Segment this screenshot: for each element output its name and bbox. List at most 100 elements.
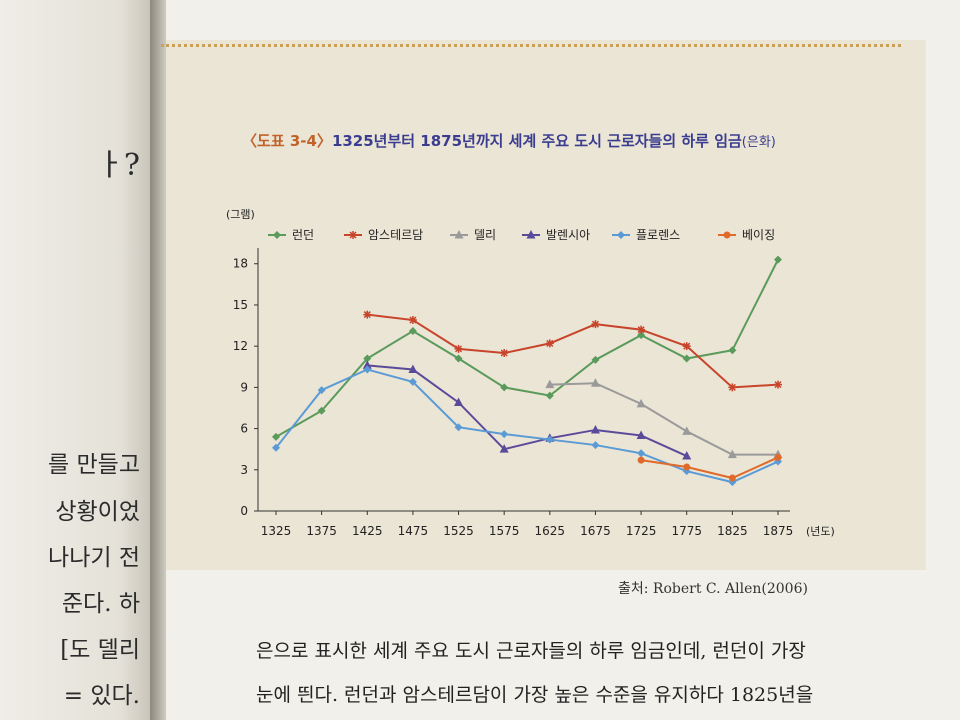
body-paragraph-line: 은으로 표시한 세계 주요 도시 근로자들의 하루 임금인데, 런던이 가장 [256, 640, 806, 662]
left-text-fragment: 상황이었 [55, 499, 140, 525]
data-point [545, 379, 555, 389]
data-point [454, 397, 464, 406]
data-point [637, 456, 645, 464]
legend-label: 암스테르담 [368, 228, 423, 242]
data-point [272, 432, 280, 441]
x-tick-label: 1875 [763, 524, 794, 538]
data-point [500, 349, 509, 358]
data-point [637, 331, 646, 340]
series-line [275, 368, 779, 484]
data-point [682, 426, 692, 435]
data-point [349, 231, 357, 239]
y-tick-label: 18 [233, 257, 248, 271]
data-point [728, 346, 737, 355]
data-point [526, 230, 536, 239]
x-tick-label: 1475 [398, 524, 429, 538]
left-text-fragment: [도 델리 [60, 637, 140, 663]
x-tick-label: 1375 [306, 524, 337, 538]
data-point [591, 355, 600, 364]
data-point [454, 230, 464, 239]
x-tick-label: 1825 [717, 524, 748, 538]
data-point [500, 383, 509, 392]
data-point [454, 354, 463, 363]
y-axis-label: (그램) [226, 208, 255, 221]
series-line [640, 456, 779, 480]
data-point [363, 365, 372, 374]
left-text-fragment: 준다. 하 [61, 591, 140, 617]
figure-title-text: 1325년부터 1875년까지 세계 주요 도시 근로자들의 하루 임금 [331, 132, 742, 150]
data-point [408, 316, 417, 325]
x-tick-label: 1575 [489, 524, 520, 538]
data-point [591, 320, 600, 329]
x-tick-label: 1525 [443, 524, 474, 538]
left-text-fragment: 를 만들고 [48, 452, 140, 478]
x-tick-label: 1775 [671, 524, 702, 538]
y-tick-label: 0 [240, 504, 248, 518]
data-point [774, 453, 782, 461]
data-point [454, 344, 463, 353]
left-text-fragment: ㅏ? [96, 148, 140, 183]
data-point [545, 339, 554, 348]
y-tick-label: 15 [233, 298, 248, 312]
data-point [545, 435, 554, 444]
data-point [454, 423, 463, 432]
legend-label: 발렌시아 [546, 228, 590, 242]
body-paragraph-line: 눈에 띈다. 런던과 암스테르담이 가장 높은 수준을 유지하다 1825년을 [256, 684, 814, 706]
figure-box [166, 40, 926, 570]
y-tick-label: 6 [240, 422, 248, 436]
x-tick-label: 1725 [626, 524, 657, 538]
left-text-fragment: 나나기 전 [48, 545, 140, 571]
data-point [272, 443, 280, 452]
legend-label: 런던 [292, 228, 314, 242]
data-point [317, 406, 326, 415]
x-tick-label: 1625 [535, 524, 566, 538]
data-point [682, 342, 691, 351]
data-point [408, 364, 418, 374]
legend-label: 베이징 [742, 228, 775, 242]
dotted-rule [161, 44, 901, 51]
data-point [723, 231, 731, 239]
right-page: 〈도표 3-4〉1325년부터 1875년까지 세계 주요 도시 근로자들의 하… [161, 0, 960, 720]
x-tick-label: 1675 [580, 524, 611, 538]
figure-label: 〈도표 3-4〉 [242, 132, 332, 150]
data-point [408, 327, 417, 336]
data-point [499, 444, 509, 453]
y-tick-label: 9 [240, 380, 248, 394]
x-axis-label: (년도) [806, 525, 835, 538]
data-point [774, 380, 782, 389]
y-tick-label: 3 [240, 463, 248, 477]
series-line [275, 259, 779, 438]
data-point [682, 354, 691, 363]
data-point [683, 463, 691, 471]
left-text-fragment: = 있다. [63, 683, 140, 709]
data-point [363, 354, 372, 363]
series-line [367, 313, 779, 389]
data-point [500, 430, 509, 439]
data-point [617, 231, 625, 239]
data-point [728, 474, 736, 482]
data-point [408, 377, 417, 386]
data-point [774, 255, 782, 264]
data-point [728, 383, 737, 392]
left-page: ㅏ? 를 만들고 상황이었 나나기 전 준다. 하 [도 델리 = 있다. [0, 0, 150, 720]
data-point [636, 398, 646, 408]
data-point [636, 430, 646, 439]
data-point [362, 360, 372, 369]
book-gutter [150, 0, 166, 720]
data-point [590, 424, 600, 434]
data-point [590, 378, 600, 387]
figure-title-suffix: (은화) [741, 135, 776, 150]
data-point [727, 449, 737, 459]
data-point [273, 231, 281, 239]
legend-label: 델리 [474, 228, 496, 242]
series-line [367, 364, 688, 457]
data-point [363, 310, 372, 319]
data-point [591, 441, 600, 450]
y-tick-label: 12 [233, 339, 248, 353]
data-point [545, 391, 554, 400]
series-line [549, 382, 778, 456]
figure-title: 〈도표 3-4〉1325년부터 1875년까지 세계 주요 도시 근로자들의 하… [242, 130, 776, 151]
x-tick-label: 1325 [261, 524, 292, 538]
x-tick-label: 1425 [352, 524, 383, 538]
